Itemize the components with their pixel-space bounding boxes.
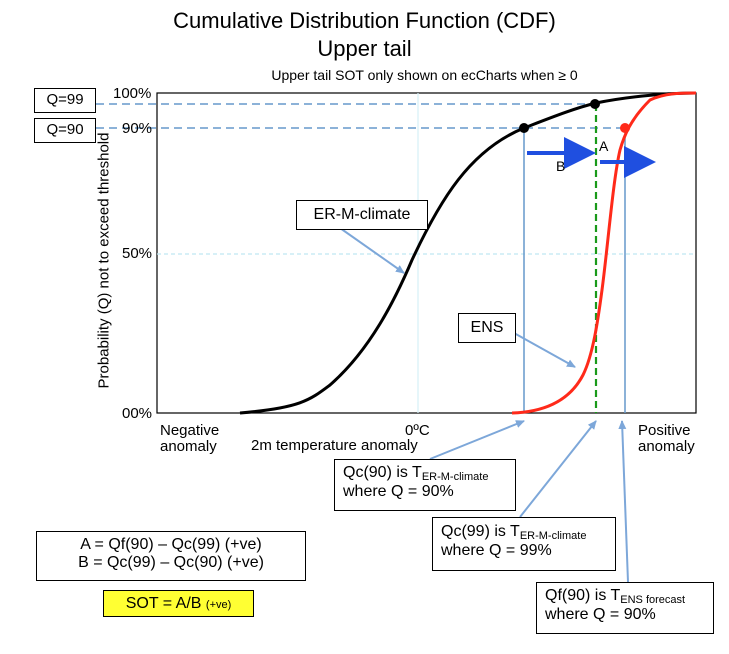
qc99-callout: Qc(99) is TER-M-climate where Q = 99%: [432, 517, 616, 571]
x-label-negative-line1: Negative: [160, 422, 220, 439]
qc99-callout-prefix: Qc(99) is T: [441, 523, 520, 540]
formula-line-a: A = Qf(90) – Qc(99) (+ve): [80, 536, 262, 553]
x-label-zero: 0ºC: [405, 422, 430, 439]
x-label-positive-line1: Positive: [638, 422, 691, 439]
arrow-a-label: A: [599, 138, 609, 154]
y-tick-100: 100%: [113, 85, 152, 102]
sot-formula-main: SOT = A/B: [125, 595, 202, 612]
qc90-callout-prefix: Qc(90) is T: [343, 464, 422, 481]
qc90-pointer: [429, 420, 525, 460]
y-tick-00: 00%: [122, 405, 153, 422]
q90-box: Q=90: [34, 118, 96, 143]
qf90-callout-line2: where Q = 90%: [545, 606, 656, 623]
climate-label: ER-M-climate: [296, 200, 428, 230]
qc90-callout-line2: where Q = 90%: [343, 483, 454, 500]
ens-label: ENS: [458, 313, 516, 343]
qc90-point: [519, 123, 529, 133]
x-label-positive: Positive anomaly: [638, 423, 695, 455]
sot-formula-suffix: (+ve): [205, 599, 232, 611]
sot-formula-box: SOT = A/B (+ve): [103, 590, 254, 617]
qf90-callout-subscript: ENS forecast: [620, 594, 686, 606]
qf90-callout-prefix: Qf(90) is T: [545, 587, 621, 604]
x-label-negative: Negative anomaly: [160, 423, 219, 455]
x-label-negative-line2: anomaly: [160, 438, 217, 455]
q99-box: Q=99: [34, 88, 96, 113]
y-tick-90: 90%: [122, 120, 153, 137]
ens-label-pointer: [513, 332, 576, 368]
qf90-pointer: [618, 420, 629, 583]
qf90-callout: Qf(90) is TENS forecast where Q = 90%: [536, 582, 714, 634]
climate-cdf-curve: [239, 91, 697, 415]
arrow-b-label: B: [556, 158, 566, 174]
ens-cdf-curve: [511, 91, 697, 415]
y-axis-label: Probability (Q) not to exceed threshold: [95, 132, 113, 389]
qc99-pointer: [519, 420, 597, 518]
qc99-callout-subscript: ER-M-climate: [519, 530, 587, 542]
climate-label-pointer: [339, 227, 405, 274]
subtitle: Upper tail SOT only shown on ecCharts wh…: [271, 67, 578, 83]
formula-line-b: B = Qc(99) – Qc(90) (+ve): [78, 554, 264, 571]
plot-frame: [156, 92, 697, 414]
x-axis-label: 2m temperature anomaly: [251, 437, 418, 454]
qf90-point: [620, 123, 630, 133]
qc99-callout-line2: where Q = 99%: [441, 542, 552, 559]
qc90-callout-subscript: ER-M-climate: [421, 471, 489, 483]
title-line-1: Cumulative Distribution Function (CDF): [173, 8, 556, 33]
qc99-point: [590, 99, 600, 109]
x-label-positive-line2: anomaly: [638, 438, 695, 455]
y-tick-50: 50%: [122, 245, 153, 262]
title-line-2: Upper tail: [317, 36, 412, 61]
qc90-callout: Qc(90) is TER-M-climate where Q = 90%: [334, 459, 516, 511]
formula-box: A = Qf(90) – Qc(99) (+ve) B = Qc(99) – Q…: [36, 531, 306, 581]
